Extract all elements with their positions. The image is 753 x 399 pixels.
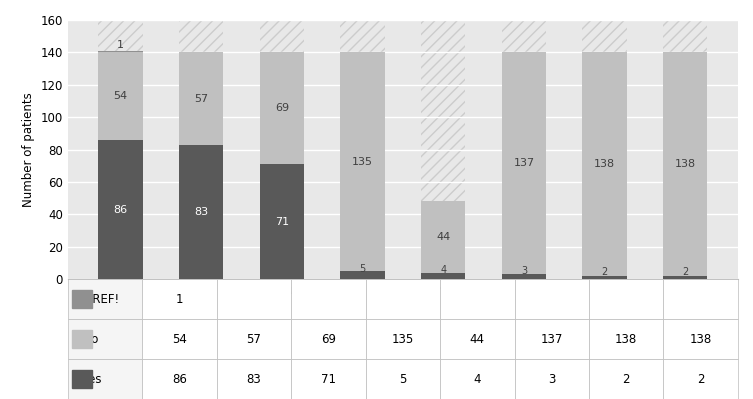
- Y-axis label: Number of patients: Number of patients: [22, 92, 35, 207]
- Text: 83: 83: [194, 207, 208, 217]
- Text: 1: 1: [117, 40, 124, 50]
- Bar: [663, 276, 708, 279]
- Text: 3: 3: [521, 266, 527, 276]
- Text: 138: 138: [675, 159, 696, 169]
- Bar: [501, 275, 546, 279]
- Text: 69: 69: [275, 103, 289, 113]
- Bar: [179, 52, 224, 145]
- Text: 2: 2: [602, 267, 608, 277]
- Bar: [340, 271, 385, 279]
- Bar: [663, 52, 708, 276]
- Bar: [260, 52, 304, 164]
- Text: 2: 2: [682, 267, 688, 277]
- Bar: [179, 20, 224, 279]
- Bar: [421, 273, 465, 279]
- Text: 86: 86: [114, 205, 127, 215]
- Bar: [340, 20, 385, 279]
- Text: 44: 44: [436, 232, 450, 242]
- Bar: [582, 276, 626, 279]
- Bar: [340, 52, 385, 271]
- Bar: [501, 52, 546, 275]
- Bar: [663, 20, 708, 279]
- Bar: [98, 51, 142, 52]
- Bar: [98, 52, 142, 140]
- Text: 137: 137: [514, 158, 535, 168]
- Bar: [260, 20, 304, 279]
- Bar: [582, 20, 626, 279]
- Bar: [179, 145, 224, 279]
- Text: 135: 135: [352, 157, 373, 167]
- Text: 71: 71: [275, 217, 289, 227]
- Bar: [421, 20, 465, 279]
- Text: 138: 138: [594, 159, 615, 169]
- Bar: [260, 164, 304, 279]
- Text: 54: 54: [114, 91, 127, 101]
- Text: 4: 4: [441, 265, 447, 275]
- Bar: [98, 20, 142, 279]
- Bar: [421, 201, 465, 273]
- Bar: [501, 20, 546, 279]
- Text: 57: 57: [194, 93, 208, 104]
- Text: 5: 5: [359, 265, 366, 275]
- Bar: [582, 52, 626, 276]
- Bar: [98, 140, 142, 279]
